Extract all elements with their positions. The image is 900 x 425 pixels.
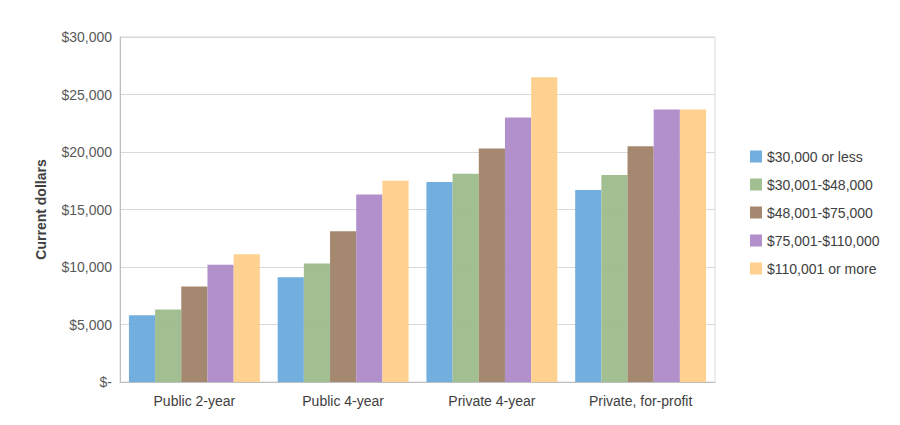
- svg-text:Public 4-year: Public 4-year: [302, 393, 384, 409]
- svg-text:$-: $-: [100, 374, 113, 390]
- svg-text:Public 2-year: Public 2-year: [154, 393, 236, 409]
- svg-text:$30,001-$48,000: $30,001-$48,000: [767, 177, 873, 193]
- svg-text:Current dollars: Current dollars: [33, 159, 49, 260]
- svg-text:$10,000: $10,000: [61, 259, 112, 275]
- svg-text:$48,001-$75,000: $48,001-$75,000: [767, 205, 873, 221]
- svg-text:$75,001-$110,000: $75,001-$110,000: [767, 233, 880, 249]
- svg-text:$110,001 or more: $110,001 or more: [767, 261, 877, 277]
- svg-text:$30,000: $30,000: [61, 29, 112, 45]
- svg-text:$30,000 or less: $30,000 or less: [767, 149, 863, 165]
- svg-text:$25,000: $25,000: [61, 87, 112, 103]
- svg-text:$15,000: $15,000: [61, 202, 112, 218]
- svg-text:$20,000: $20,000: [61, 144, 112, 160]
- svg-text:Private 4-year: Private 4-year: [448, 393, 535, 409]
- svg-text:$5,000: $5,000: [69, 317, 112, 333]
- svg-text:Private, for-profit: Private, for-profit: [589, 393, 693, 409]
